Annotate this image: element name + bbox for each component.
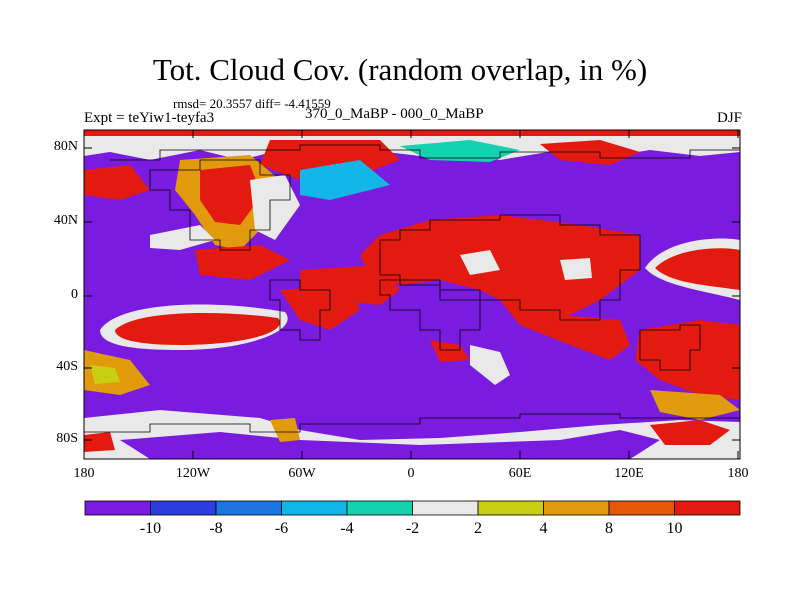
lat-tick-label: 80N [53, 139, 78, 154]
colorbar-swatch [477, 500, 544, 516]
lon-tick-label: 180 [727, 466, 749, 481]
colorbar-swatch [84, 500, 151, 516]
field-top-edge [84, 130, 740, 136]
field-sw-orange [84, 350, 150, 395]
colorbar-swatch [412, 500, 479, 516]
coast-australia [639, 324, 701, 371]
field-namerica-red [200, 165, 262, 225]
field-namerica-white [250, 175, 300, 240]
colorbar-label: -6 [274, 520, 289, 537]
lon-tick-label: 0 [407, 466, 415, 481]
coast-namerica [149, 159, 291, 251]
lon-tick-label: 120E [614, 466, 644, 481]
lon-tick-label: 60W [288, 466, 316, 481]
colorbar-swatch [150, 500, 217, 516]
experiment-label: Expt = teYiw1-teyfa3 [84, 110, 215, 126]
coastlines [84, 144, 740, 433]
field-gulf-red [195, 245, 290, 280]
coast-africa [379, 279, 481, 351]
colorbar-swatch [346, 500, 413, 516]
colorbar-label: -4 [340, 520, 354, 537]
field-npacific-red [655, 248, 740, 290]
lon-tick-label: 180 [73, 466, 95, 481]
field-antarctic-purple [120, 430, 660, 459]
season-label: DJF [716, 110, 742, 126]
field-eurasia-white-patch [460, 250, 500, 275]
lat-tick-label: 40N [53, 213, 78, 228]
difference-label: 370_0_MaBP - 000_0_MaBP [305, 106, 484, 122]
field-sw-yellow [90, 365, 120, 384]
field-west-white [150, 225, 215, 250]
field-natl-cyan [300, 160, 390, 200]
field-nw-red [84, 165, 150, 200]
colorbar-label: 10 [666, 520, 683, 537]
field-eurasia-white-patch-2 [560, 258, 592, 280]
axis-ticks [83, 130, 740, 459]
colorbar-label: -2 [405, 520, 420, 537]
lat-tick-label: 0 [71, 287, 78, 302]
lon-tick-label: 60E [508, 466, 532, 481]
colorbar-swatch [281, 500, 348, 516]
field-spacific-red [115, 313, 280, 345]
lon-tick-label: 120W [175, 466, 211, 481]
field-africa-red [500, 300, 630, 360]
colorbar-swatch [608, 500, 675, 516]
stats-text: rmsd= 20.3557 diff= -4.41559 [173, 96, 331, 111]
map-field [84, 130, 740, 459]
field-australia-red [635, 320, 740, 400]
coast-samerica [269, 279, 331, 341]
field-antarctic-red [650, 420, 730, 445]
field-arctic-teal [400, 140, 520, 162]
colorbar-label: 2 [474, 520, 482, 537]
field-samerica-red [280, 285, 360, 330]
map-title: Tot. Cloud Cov. (random overlap, in %) [152, 52, 648, 87]
field-antarctic-orange [270, 418, 300, 442]
coast-antarctica [84, 413, 740, 433]
lat-tick-label: 40S [56, 359, 78, 374]
map-frame [83, 129, 741, 460]
colorbar [84, 500, 741, 516]
field-arctic-red-2 [540, 140, 640, 165]
colorbar-swatch [543, 500, 610, 516]
field-australia-orange [650, 390, 740, 420]
colorbar-label: -8 [209, 520, 223, 537]
field-satl-white [470, 345, 510, 385]
field-eurasia-red [360, 215, 640, 320]
colorbar-swatch [215, 500, 282, 516]
coast-arctic [110, 144, 740, 161]
colorbar-label: 4 [539, 520, 548, 537]
colorbar-label: -10 [139, 520, 162, 537]
colorbar-label: 8 [605, 520, 613, 537]
colorbar-swatch [674, 500, 741, 516]
field-antarctic-red-left [84, 432, 115, 452]
lat-tick-label: 80S [56, 431, 78, 446]
